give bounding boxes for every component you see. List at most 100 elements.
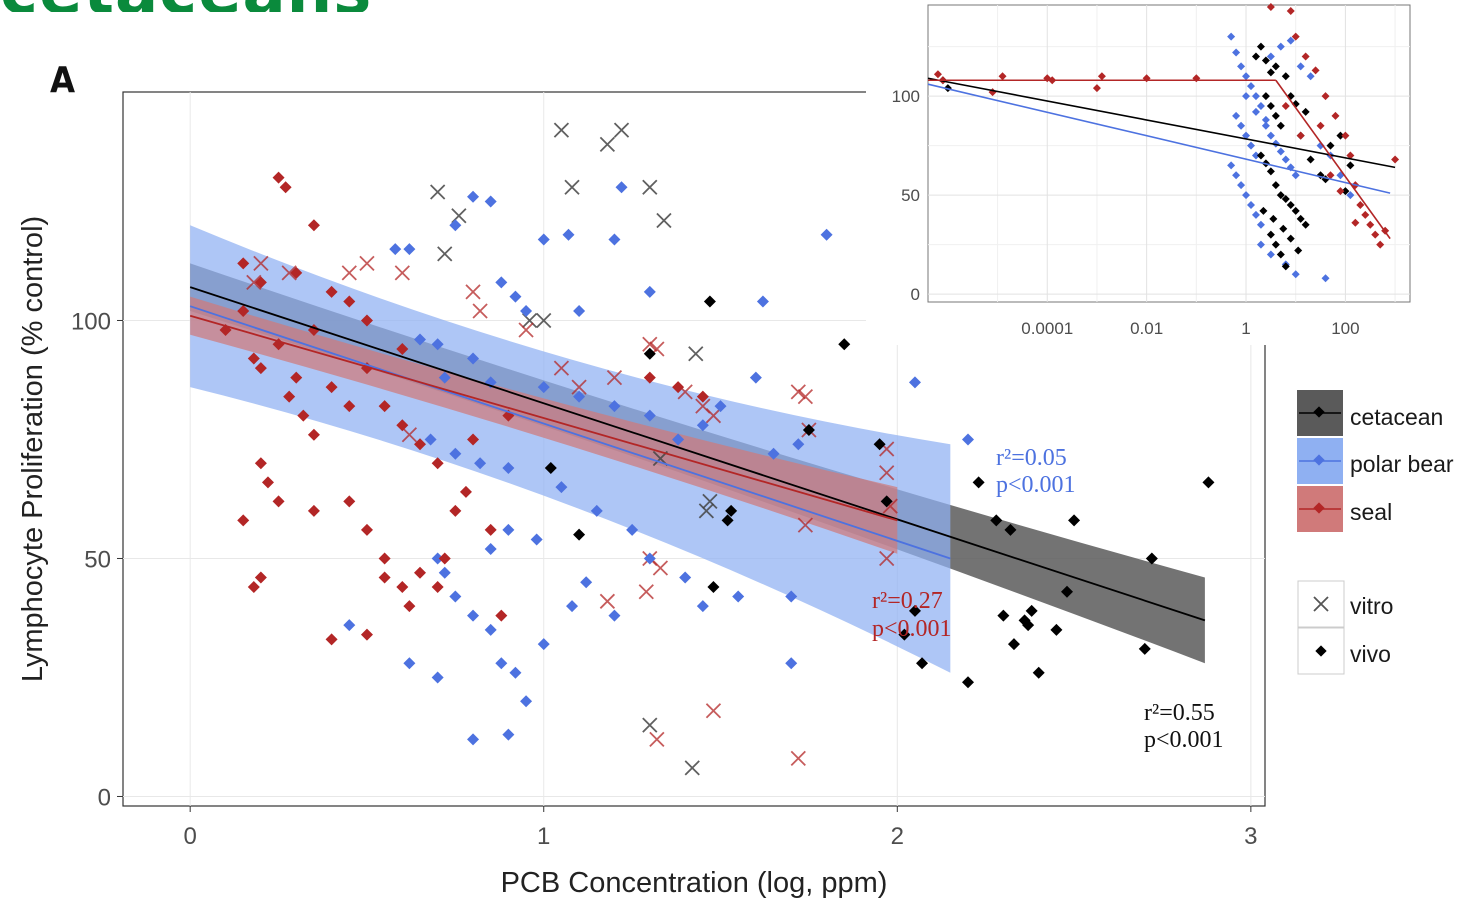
point-vitro-cetacean — [642, 179, 658, 195]
point-vivo-seal — [672, 381, 685, 394]
point-vivo-polar-bear — [467, 352, 480, 365]
inset-point-polar-bear — [1261, 115, 1270, 124]
point-vivo-seal — [307, 504, 320, 517]
point-vitro-cetacean — [613, 122, 630, 138]
point-vitro-cetacean — [430, 184, 446, 200]
point-vivo-polar-bear — [403, 243, 416, 256]
point-vivo-polar-bear — [537, 381, 550, 394]
point-vivo-polar-bear — [626, 523, 639, 536]
point-vitro-seal — [472, 303, 488, 319]
legend-label-vivo: vivo — [1350, 641, 1391, 667]
inset-point-polar-bear — [1321, 274, 1330, 283]
point-vivo-cetacean — [972, 476, 985, 489]
point-vivo-polar-bear — [343, 619, 356, 632]
inset-point-cetacean — [1281, 195, 1290, 204]
point-vivo-seal — [459, 485, 472, 498]
point-vitro-cetacean — [564, 179, 580, 195]
point-vivo-polar-bear — [537, 233, 550, 246]
point-vitro-seal — [797, 389, 814, 405]
inset-point-polar-bear — [1316, 141, 1325, 150]
inset-point-polar-bear — [1266, 250, 1275, 259]
inset-point-cetacean — [1326, 141, 1335, 150]
legend-item-seal: seal — [1297, 486, 1392, 532]
point-vivo-seal — [325, 381, 338, 394]
point-vivo-polar-bear — [643, 409, 656, 422]
point-vivo-cetacean — [703, 295, 716, 308]
point-vivo-seal — [254, 276, 267, 289]
legend-marker-cetacean — [1313, 406, 1325, 418]
point-vivo-seal — [413, 566, 426, 579]
point-vivo-seal — [449, 504, 462, 517]
point-vivo-polar-bear — [749, 371, 762, 384]
point-vivo-polar-bear — [520, 304, 533, 317]
inset-point-polar-bear — [1291, 270, 1300, 279]
point-vivo-polar-bear — [502, 462, 515, 475]
inset-point-cetacean — [1276, 250, 1285, 259]
inset-point-cetacean — [1266, 230, 1275, 239]
point-vitro-seal — [649, 731, 665, 747]
inset-point-polar-bear — [1242, 72, 1251, 81]
inset-point-cetacean — [1291, 206, 1300, 215]
point-vivo-polar-bear — [792, 438, 805, 451]
inset-point-polar-bear — [1246, 82, 1255, 91]
inset-point-polar-bear — [1266, 131, 1275, 140]
point-vitro-cetacean — [684, 760, 700, 776]
inset-point-polar-bear — [1232, 171, 1241, 180]
point-vitro-cetacean — [642, 717, 658, 733]
inset-point-polar-bear — [1346, 191, 1355, 200]
point-vivo-cetacean — [1022, 619, 1035, 632]
inset-y-tick-label: 50 — [901, 186, 920, 205]
point-vivo-cetacean — [1061, 585, 1074, 598]
inset-x-tick-label: 100 — [1331, 319, 1359, 338]
x-tick-label: 3 — [1244, 823, 1257, 850]
point-vivo-cetacean — [880, 495, 893, 508]
point-vivo-polar-bear — [467, 609, 480, 622]
point-vivo-seal — [237, 304, 250, 317]
point-vitro-seal — [518, 322, 534, 338]
point-vivo-polar-bear — [696, 419, 709, 432]
inset-point-cetacean — [1281, 72, 1290, 81]
annotation-seal-p: p<0.001 — [872, 616, 952, 642]
point-vivo-polar-bear — [590, 504, 603, 517]
legend-item-vitro: vitro — [1297, 580, 1393, 628]
point-vitro-seal — [879, 550, 895, 567]
point-vitro-cetacean — [599, 136, 616, 152]
legend-marker-seal — [1313, 502, 1325, 514]
point-vitro-seal — [638, 584, 654, 600]
point-vivo-polar-bear — [608, 233, 621, 246]
inset-point-seal — [1097, 72, 1106, 81]
point-vivo-seal — [396, 419, 409, 432]
inset-point-cetacean — [1271, 181, 1280, 190]
inset-point-seal — [998, 72, 1007, 81]
point-vivo-polar-bear — [431, 552, 444, 565]
inset-point-cetacean — [1271, 240, 1280, 249]
point-vivo-polar-bear — [608, 400, 621, 413]
point-vivo-cetacean — [544, 462, 557, 475]
point-vivo-seal — [290, 266, 303, 279]
point-vivo-polar-bear — [438, 566, 451, 579]
inset-point-seal — [933, 70, 942, 79]
inset-point-cetacean — [1301, 107, 1310, 116]
inset-point-polar-bear — [1242, 131, 1251, 140]
point-vivo-seal — [467, 433, 480, 446]
point-vivo-seal — [272, 171, 285, 184]
confidence-band-seal — [190, 296, 898, 554]
point-vitro-seal — [401, 427, 418, 443]
point-vivo-polar-bear — [537, 638, 550, 651]
inset-point-polar-bear — [1237, 181, 1246, 190]
point-vivo-cetacean — [643, 347, 656, 360]
inset-point-polar-bear — [1232, 111, 1241, 120]
x-tick-label: 2 — [891, 823, 904, 850]
point-vitro-seal — [246, 274, 262, 291]
inset-fit-line-seal — [1275, 79, 1391, 240]
legend-marker-vitro — [1313, 596, 1329, 612]
legend-item-vivo: vivo — [1297, 627, 1391, 675]
inset-point-seal — [1291, 32, 1300, 41]
point-vivo-polar-bear — [403, 657, 416, 670]
point-vivo-cetacean — [962, 676, 975, 689]
inset-point-seal — [1391, 155, 1400, 164]
point-vivo-seal — [290, 371, 303, 384]
inset-point-polar-bear — [1237, 62, 1246, 71]
point-vivo-seal — [643, 371, 656, 384]
point-vivo-polar-bear — [696, 600, 709, 613]
